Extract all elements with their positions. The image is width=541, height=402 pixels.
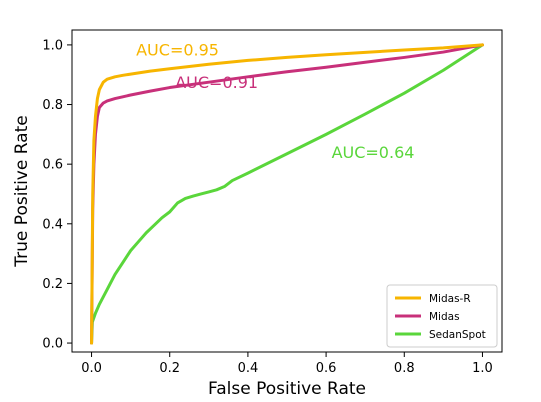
y-tick-label: 0.6 — [42, 158, 63, 173]
y-tick-label: 1.0 — [42, 38, 63, 53]
legend-label: Midas-R — [429, 293, 471, 305]
y-tick-label: 0.2 — [42, 277, 63, 292]
x-tick-label: 0.0 — [81, 361, 102, 376]
legend-label: Midas — [429, 311, 460, 323]
legend-label: SedanSpot — [429, 329, 486, 341]
plot-frame — [71, 29, 503, 353]
auc-label-midas: AUC=0.91 — [175, 73, 258, 92]
x-tick-label: 0.2 — [159, 361, 180, 376]
axis-ticks: 0.0 0.2 0.4 0.6 0.8 1.0 0.0 0.2 0.4 0.6 0.8 1.0 — [42, 38, 492, 376]
x-tick-label: 0.8 — [394, 361, 415, 376]
legend: Midas-R Midas SedanSpot — [386, 284, 498, 348]
y-axis-title: True Positive Rate — [12, 115, 32, 267]
series-line-midas-r — [90, 43, 484, 345]
x-axis-title: False Positive Rate — [208, 379, 366, 399]
series-line-sedanspot — [90, 43, 484, 345]
auc-labels: AUC=0.95 AUC=0.91 AUC=0.64 — [136, 40, 414, 162]
series-layer — [90, 43, 484, 345]
x-tick-label: 1.0 — [472, 361, 493, 376]
y-tick-label: 0.0 — [42, 337, 63, 352]
auc-label-sedanspot: AUC=0.64 — [332, 143, 415, 162]
auc-label-midas-r: AUC=0.95 — [136, 40, 219, 59]
x-tick-label: 0.4 — [238, 361, 259, 376]
y-tick-label: 0.8 — [42, 98, 63, 113]
x-tick-label: 0.6 — [316, 361, 337, 376]
y-tick-label: 0.4 — [42, 217, 63, 232]
legend-box — [386, 284, 498, 348]
